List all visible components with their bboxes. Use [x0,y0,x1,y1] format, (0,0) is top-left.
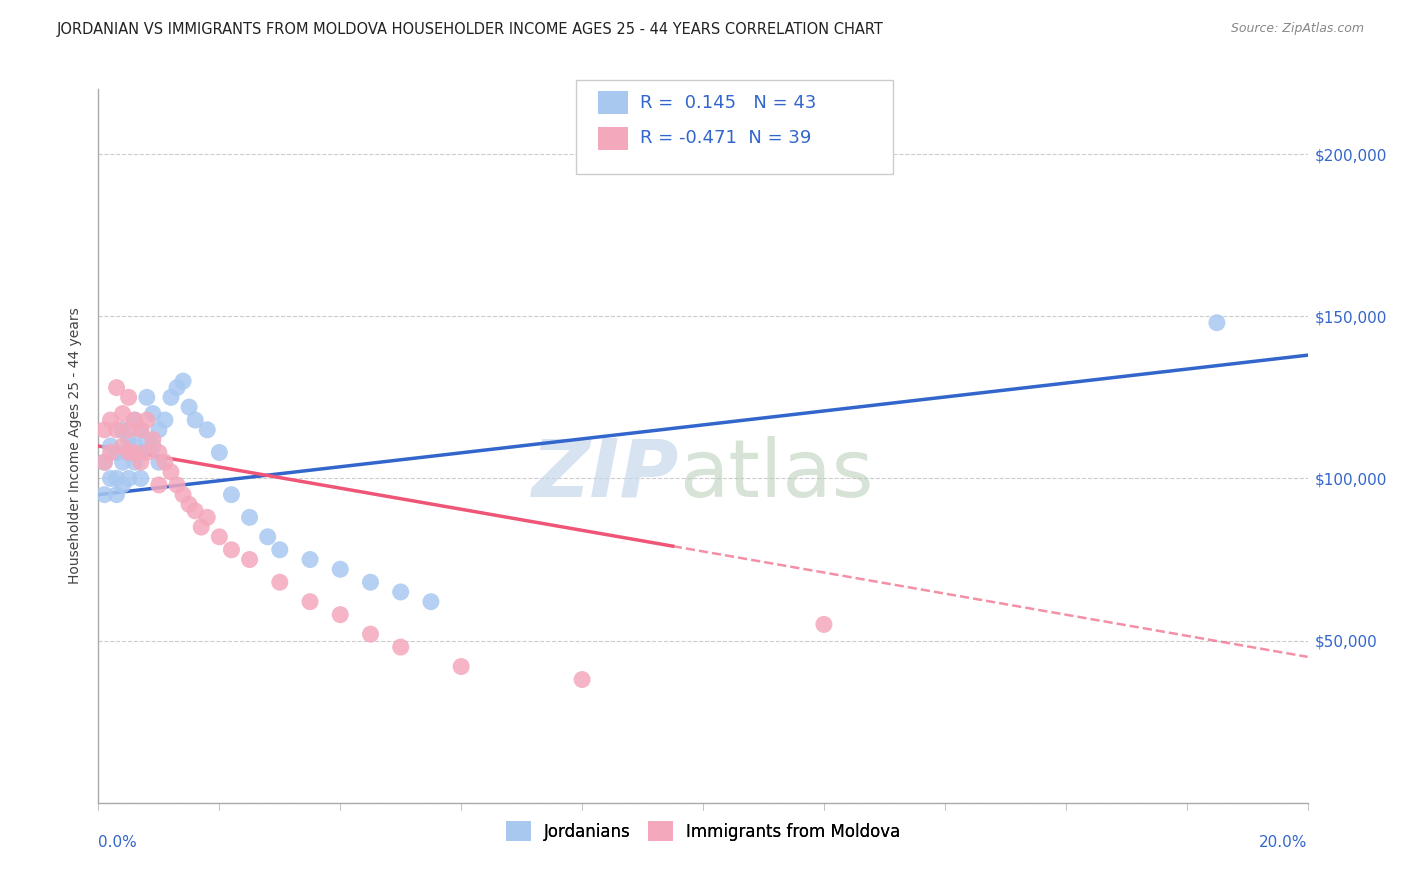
Point [148,445,170,459]
Point [118,445,141,459]
Point [148,423,170,437]
Text: atlas: atlas [679,435,873,514]
Point [239,552,262,566]
Point [160,465,183,479]
Point [105,423,128,437]
Point [299,552,322,566]
Point [172,374,194,388]
Point [208,445,231,459]
Point [105,381,128,395]
Point [269,542,291,557]
Point [100,413,122,427]
Point [105,445,128,459]
Point [160,390,183,404]
Point [111,407,134,421]
Point [135,445,157,459]
Point [142,439,165,453]
Point [93,423,115,437]
Point [118,390,141,404]
Point [269,575,291,590]
Legend: Jordanians, Immigrants from Moldova: Jordanians, Immigrants from Moldova [499,814,907,848]
Point [129,423,152,437]
Point [179,497,201,511]
Point [105,488,128,502]
Point [360,627,382,641]
Point [389,585,412,599]
Text: 0.0%: 0.0% [98,835,138,850]
Point [135,413,157,427]
Point [142,433,165,447]
Point [129,471,152,485]
Point [142,407,165,421]
Point [190,520,212,534]
Point [256,530,278,544]
Point [100,471,122,485]
Point [111,478,134,492]
Point [389,640,412,654]
Point [166,478,188,492]
Point [100,445,122,459]
Text: ZIP: ZIP [531,435,679,514]
Point [184,413,207,427]
Point [299,595,322,609]
Point [129,423,152,437]
Point [1206,316,1229,330]
Point [124,413,146,427]
Point [195,510,218,524]
Point [221,488,243,502]
Point [124,413,146,427]
Point [329,607,352,622]
Point [129,445,152,459]
Point [135,390,157,404]
Point [111,423,134,437]
Point [118,471,141,485]
Point [179,400,201,414]
Point [105,471,128,485]
Point [208,530,231,544]
Point [153,413,176,427]
Point [239,510,262,524]
Point [135,433,157,447]
Point [153,455,176,469]
Point [148,478,170,492]
Point [100,439,122,453]
Point [93,488,115,502]
Text: Source: ZipAtlas.com: Source: ZipAtlas.com [1230,22,1364,36]
Point [571,673,593,687]
Point [450,659,472,673]
Point [124,455,146,469]
Point [118,445,141,459]
Point [148,455,170,469]
Text: R =  0.145   N = 43: R = 0.145 N = 43 [640,94,815,112]
Point [184,504,207,518]
Text: R = -0.471  N = 39: R = -0.471 N = 39 [640,129,811,147]
Point [124,445,146,459]
Point [166,381,188,395]
Text: JORDANIAN VS IMMIGRANTS FROM MOLDOVA HOUSEHOLDER INCOME AGES 25 - 44 YEARS CORRE: JORDANIAN VS IMMIGRANTS FROM MOLDOVA HOU… [56,22,883,37]
Point [111,455,134,469]
Point [329,562,352,576]
Point [195,423,218,437]
Point [420,595,443,609]
Point [129,455,152,469]
Point [93,455,115,469]
Point [221,542,243,557]
Point [93,455,115,469]
Point [360,575,382,590]
Point [118,423,141,437]
Point [118,433,141,447]
Point [813,617,835,632]
Point [111,439,134,453]
Text: 20.0%: 20.0% [1260,835,1308,850]
Point [124,439,146,453]
Point [172,488,194,502]
Y-axis label: Householder Income Ages 25 - 44 years: Householder Income Ages 25 - 44 years [69,308,83,584]
